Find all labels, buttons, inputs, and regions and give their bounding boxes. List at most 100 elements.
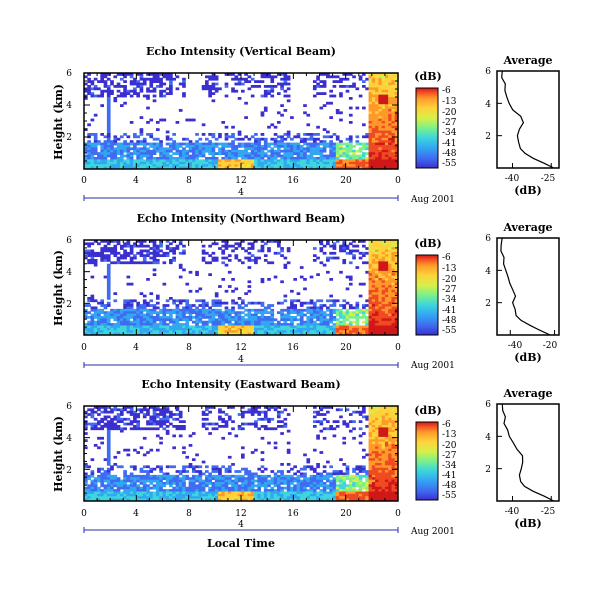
heat-cell	[299, 330, 304, 334]
heat-cell	[260, 425, 265, 428]
heat-cell	[384, 247, 389, 250]
heat-cell	[231, 147, 235, 151]
heat-cell	[362, 254, 366, 258]
heat-cell	[296, 152, 301, 155]
heat-cell	[312, 254, 317, 258]
heat-cell	[139, 427, 144, 431]
heat-cell	[227, 477, 232, 481]
heat-cell	[123, 313, 127, 317]
heat-cell	[293, 149, 297, 153]
heat-cell	[126, 489, 131, 492]
heat-cell	[263, 106, 268, 110]
heat-cell	[270, 261, 275, 265]
heat-cell	[381, 254, 386, 258]
heat-cell	[332, 166, 337, 170]
heat-cell	[165, 498, 170, 502]
heat-cell	[218, 496, 222, 500]
heat-cell	[371, 161, 376, 165]
heat-cell	[244, 147, 248, 151]
heat-cell	[146, 489, 150, 492]
heat-cell	[326, 154, 330, 158]
heat-cell	[87, 491, 91, 495]
heat-cell	[231, 152, 235, 155]
heat-cell	[152, 467, 157, 471]
heat-cell	[322, 149, 327, 153]
heat-cell	[348, 242, 353, 246]
heat-cell	[388, 275, 392, 279]
heat-cell	[329, 330, 333, 334]
heat-cell	[381, 313, 386, 317]
heat-cell	[375, 325, 379, 329]
heat-cell	[394, 240, 399, 243]
heat-cell	[378, 313, 383, 317]
heat-cell	[362, 106, 366, 110]
heat-cell	[326, 142, 330, 146]
heat-cell	[231, 289, 235, 293]
heat-cell	[358, 330, 363, 334]
heat-cell	[182, 166, 186, 170]
heat-cell	[182, 149, 186, 153]
heat-cell	[394, 137, 399, 141]
heat-cell	[214, 465, 219, 469]
heat-cell	[224, 242, 229, 246]
heatmap-eastward	[83, 405, 399, 502]
heat-cell	[270, 154, 275, 158]
heat-cell	[152, 152, 157, 155]
heat-cell	[384, 278, 389, 281]
heat-cell	[365, 157, 369, 160]
heat-cell	[231, 87, 235, 91]
heat-cell	[388, 270, 392, 274]
heat-cell	[133, 332, 137, 336]
heat-cell	[280, 316, 284, 319]
heat-cell	[250, 327, 255, 331]
heat-cell	[182, 425, 186, 428]
heat-cell	[123, 142, 127, 146]
heat-cell	[142, 477, 147, 481]
heat-cell	[267, 427, 271, 431]
heat-cell	[384, 157, 389, 160]
heat-cell	[312, 152, 317, 155]
heat-cell	[355, 266, 360, 269]
heat-cell	[90, 474, 95, 478]
heat-cell	[110, 484, 114, 488]
heat-cell	[378, 137, 383, 141]
heat-cell	[198, 149, 203, 153]
heat-cell	[227, 308, 232, 312]
heat-cell	[133, 254, 137, 258]
heat-cell	[381, 128, 386, 131]
heat-cell	[231, 299, 235, 303]
heat-cell	[247, 166, 252, 170]
heat-cell	[224, 489, 229, 492]
heat-cell	[316, 152, 320, 155]
heat-cell	[371, 123, 376, 127]
heat-cell	[93, 259, 98, 262]
heat-cell	[106, 429, 111, 433]
heat-cell	[214, 325, 219, 329]
heat-cell	[231, 159, 235, 163]
heat-cell	[178, 493, 183, 497]
heat-cell	[149, 498, 154, 502]
heat-cell	[201, 306, 206, 310]
heat-cell	[198, 482, 203, 485]
heat-cell	[110, 420, 114, 424]
heat-cell	[159, 327, 163, 331]
heat-cell	[332, 161, 337, 165]
heat-cell	[152, 413, 157, 416]
heat-cell	[365, 304, 369, 307]
heat-cell	[116, 89, 121, 93]
heat-cell	[237, 470, 242, 473]
heat-cell	[254, 491, 258, 495]
heat-cell	[254, 140, 258, 143]
heat-cell	[142, 249, 147, 253]
heat-cell	[178, 496, 183, 500]
heat-cell	[273, 446, 278, 450]
heat-cell	[342, 152, 347, 155]
heat-cell	[208, 306, 212, 310]
heat-cell	[182, 498, 186, 502]
heat-cell	[342, 299, 347, 303]
heat-cell	[97, 406, 101, 409]
heat-cell	[136, 323, 140, 326]
heat-cell	[381, 263, 386, 267]
heat-cell	[129, 496, 134, 500]
heat-cell	[100, 316, 105, 319]
